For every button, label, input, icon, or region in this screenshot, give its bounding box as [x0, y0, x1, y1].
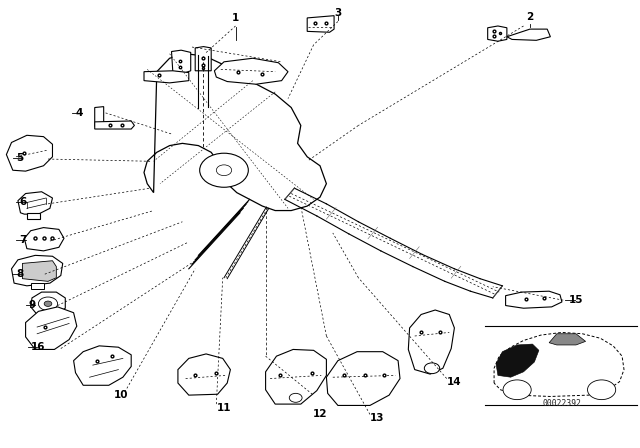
Polygon shape — [549, 334, 586, 345]
Circle shape — [38, 297, 58, 310]
Polygon shape — [18, 192, 52, 214]
Circle shape — [216, 165, 232, 176]
Polygon shape — [488, 26, 507, 41]
Polygon shape — [22, 261, 56, 281]
Polygon shape — [31, 292, 65, 316]
Circle shape — [424, 363, 440, 374]
Text: 1: 1 — [232, 13, 239, 23]
Text: 2: 2 — [526, 13, 534, 22]
Polygon shape — [195, 47, 211, 71]
Polygon shape — [12, 255, 63, 286]
Polygon shape — [307, 16, 334, 32]
Polygon shape — [507, 29, 550, 40]
Text: 14: 14 — [447, 377, 461, 387]
Circle shape — [588, 380, 616, 400]
Text: 7: 7 — [19, 235, 27, 245]
Polygon shape — [144, 71, 189, 83]
Text: 12: 12 — [312, 409, 327, 419]
Text: 15: 15 — [568, 295, 583, 305]
Polygon shape — [31, 283, 44, 289]
Text: 9: 9 — [29, 300, 36, 310]
Polygon shape — [326, 352, 400, 405]
Text: 6: 6 — [19, 198, 26, 207]
Polygon shape — [506, 291, 562, 308]
Circle shape — [289, 393, 302, 402]
Polygon shape — [172, 50, 191, 73]
Text: 16: 16 — [31, 342, 45, 352]
Text: 10: 10 — [114, 390, 129, 400]
Circle shape — [44, 301, 52, 306]
Polygon shape — [27, 213, 40, 219]
Polygon shape — [266, 349, 326, 404]
Polygon shape — [95, 107, 104, 126]
Text: 00022392: 00022392 — [543, 399, 581, 408]
Text: 13: 13 — [370, 413, 385, 422]
Circle shape — [200, 153, 248, 187]
Polygon shape — [214, 58, 288, 84]
Polygon shape — [95, 121, 134, 129]
Text: 3: 3 — [334, 8, 342, 18]
Polygon shape — [24, 228, 64, 251]
Text: 11: 11 — [216, 403, 231, 413]
Text: 8: 8 — [16, 269, 23, 279]
Polygon shape — [144, 54, 326, 211]
Text: 5: 5 — [16, 153, 23, 163]
Polygon shape — [178, 354, 230, 395]
Polygon shape — [496, 344, 539, 377]
Polygon shape — [408, 310, 454, 374]
Polygon shape — [74, 346, 131, 385]
Text: 4: 4 — [76, 108, 83, 118]
Circle shape — [503, 380, 531, 400]
Polygon shape — [6, 135, 52, 171]
Polygon shape — [26, 307, 77, 349]
